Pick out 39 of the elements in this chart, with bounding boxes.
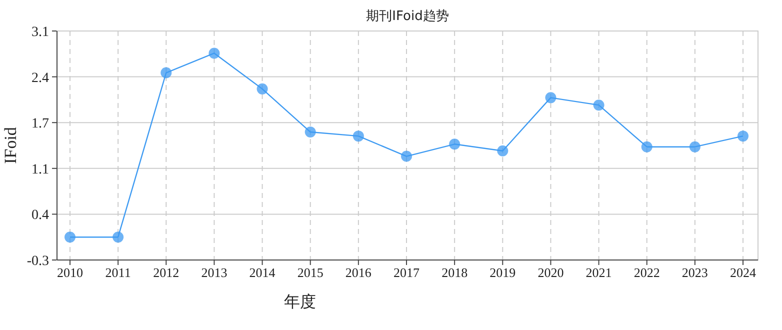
point bbox=[208, 48, 220, 59]
point bbox=[545, 92, 556, 104]
point bbox=[304, 126, 316, 138]
x-tick-label: 2021 bbox=[586, 265, 612, 280]
point bbox=[64, 232, 76, 243]
y-tick-label: 2.4 bbox=[32, 70, 49, 86]
x-axis-title: 年度 bbox=[284, 292, 316, 311]
point bbox=[641, 141, 652, 152]
point bbox=[112, 232, 124, 243]
x-tick-label: 2023 bbox=[682, 265, 708, 280]
x-tick-label: 2019 bbox=[490, 265, 516, 280]
x-tick-label: 2017 bbox=[394, 265, 420, 280]
point bbox=[160, 67, 172, 78]
point bbox=[449, 138, 460, 150]
point bbox=[497, 145, 508, 156]
x-tick-label: 2010 bbox=[57, 265, 83, 280]
point bbox=[689, 141, 700, 152]
point bbox=[401, 150, 412, 162]
chart-title: 期刊IFoid趋势 bbox=[366, 9, 449, 24]
x-tick-label: 2016 bbox=[345, 265, 372, 280]
x-tick-label: 2015 bbox=[297, 265, 324, 280]
x-tick-label: 2013 bbox=[201, 265, 228, 280]
point bbox=[593, 100, 604, 111]
point bbox=[256, 83, 268, 94]
x-tick-label: 2014 bbox=[249, 265, 276, 280]
x-tick-label: 2018 bbox=[442, 265, 468, 280]
y-tick-label: -0.3 bbox=[26, 254, 49, 269]
y-tick-label: 1.7 bbox=[32, 116, 49, 132]
x-tick-label: 2011 bbox=[105, 265, 131, 280]
x-tick-label: 2024 bbox=[730, 265, 756, 280]
point bbox=[738, 130, 748, 142]
y-tick-label: 0.4 bbox=[32, 208, 49, 224]
x-tick-label: 2022 bbox=[634, 265, 660, 280]
x-tick-label: 2012 bbox=[153, 265, 180, 280]
x-tick-label: 2020 bbox=[538, 265, 564, 280]
y-tick-label: 1.1 bbox=[32, 162, 49, 178]
y-axis-title: IFoid bbox=[1, 126, 20, 164]
y-tick-label: 3.1 bbox=[32, 25, 49, 40]
point bbox=[352, 130, 364, 142]
